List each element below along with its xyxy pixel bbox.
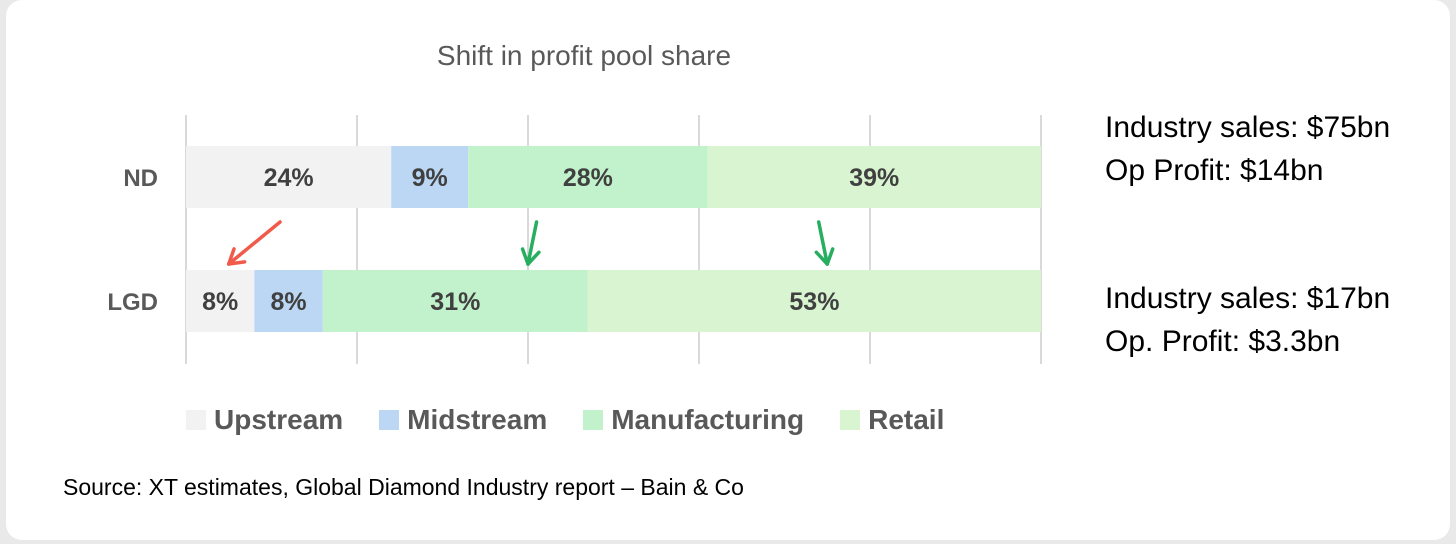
data-label-nd-manufacturing: 28% <box>563 164 613 192</box>
lgd-industry-note: Industry sales: $17bn Op. Profit: $3.3bn <box>1105 277 1390 363</box>
arrow-head <box>227 247 236 266</box>
legend-label-retail: Retail <box>868 404 945 435</box>
data-label-lgd-retail: 53% <box>789 288 839 316</box>
arrow-head <box>814 250 829 266</box>
bar-segment-nd-retail <box>707 146 1041 208</box>
shift-arrow-3 <box>814 220 835 266</box>
data-label-lgd-midstream: 8% <box>271 288 307 316</box>
chart-legend: Upstream Midstream Manufacturing Retail <box>186 404 980 436</box>
lgd-sales-text: Industry sales: $17bn <box>1105 282 1391 315</box>
data-label-nd-upstream: 24% <box>264 164 314 192</box>
data-label-lgd-upstream: 8% <box>202 288 238 316</box>
legend-swatch-manufacturing <box>583 410 604 430</box>
chart-title: Shift in profit pool share <box>436 40 732 71</box>
legend-item-midstream: Midstream <box>379 404 547 436</box>
legend-swatch-retail <box>840 410 861 430</box>
chart-card: Shift in profit pool share ND 24% 9% 28% 39%… <box>6 0 1450 540</box>
arrow-shaft <box>526 220 539 266</box>
category-label-lgd: LGD <box>107 289 158 316</box>
bar-segment-nd-upstream <box>186 146 392 208</box>
legend-item-manufacturing: Manufacturing <box>583 404 804 436</box>
bar-segment-nd-midstream <box>391 146 469 208</box>
lgd-profit-text: Op. Profit: $3.3bn <box>1105 325 1341 358</box>
shift-arrow-1 <box>227 220 282 266</box>
nd-profit-text: Op Profit: $14bn <box>1105 154 1324 187</box>
arrow-head <box>825 247 835 266</box>
bar-segment-nd-manufacturing <box>468 146 708 208</box>
legend-item-retail: Retail <box>840 404 944 436</box>
arrow-shaft <box>816 220 829 266</box>
bar-segment-lgd-retail <box>587 270 1041 332</box>
data-label-lgd-manufacturing: 31% <box>430 288 480 316</box>
bar-segment-lgd-midstream <box>254 270 323 332</box>
arrow-head <box>526 250 541 266</box>
category-label-nd: ND <box>123 165 158 192</box>
legend-item-upstream: Upstream <box>186 404 343 436</box>
bar-segment-lgd-upstream <box>186 270 255 332</box>
arrow-head <box>520 247 530 266</box>
legend-label-midstream: Midstream <box>407 404 548 435</box>
arrow-shaft <box>227 220 282 266</box>
source-note: Source: XT estimates, Global Diamond Ind… <box>63 474 744 500</box>
legend-label-manufacturing: Manufacturing <box>611 404 805 435</box>
arrow-head <box>227 260 247 266</box>
legend-label-upstream: Upstream <box>214 404 344 435</box>
bar-segment-lgd-manufacturing <box>322 270 588 332</box>
nd-sales-text: Industry sales: $75bn <box>1105 111 1391 144</box>
data-label-nd-midstream: 9% <box>412 164 448 192</box>
stacked-bar-chart: ND 24% 9% 28% 39% LGD 8% 8% 31% 53% <box>107 115 1042 364</box>
legend-swatch-upstream <box>186 410 206 430</box>
shift-arrow-2 <box>520 220 541 266</box>
data-label-nd-retail: 39% <box>849 164 899 192</box>
legend-swatch-midstream <box>379 410 400 430</box>
nd-industry-note: Industry sales: $75bn Op Profit: $14bn <box>1105 106 1390 192</box>
